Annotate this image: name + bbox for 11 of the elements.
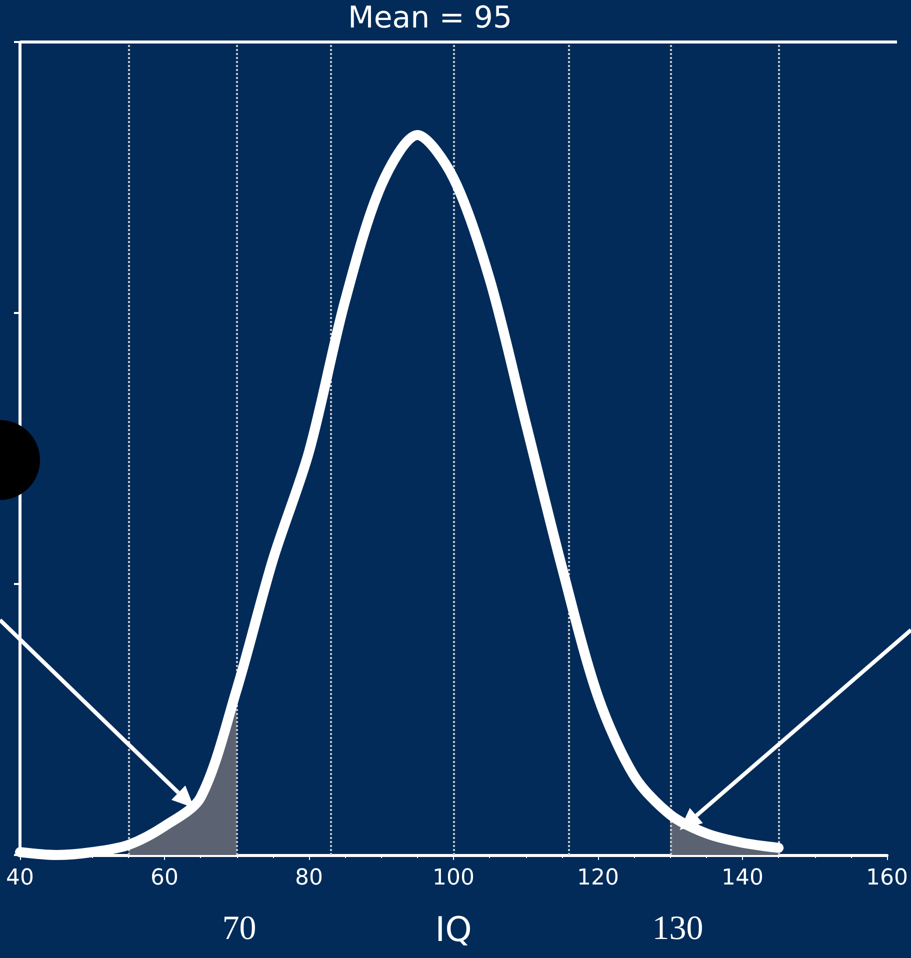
x-tick-label: 40 <box>6 866 34 890</box>
x-tick-label: 80 <box>295 866 323 890</box>
x-tick-label: 100 <box>432 866 474 890</box>
chart-title: Mean = 95 <box>348 0 512 36</box>
x-axis-title: IQ <box>435 910 472 950</box>
x-tick-label: 120 <box>577 866 620 890</box>
x-tick-label: 60 <box>150 866 178 890</box>
x-tick-label: 160 <box>866 866 908 890</box>
text: 70 <box>222 910 256 948</box>
x-tick-label: 140 <box>722 866 764 890</box>
text: 130 <box>652 910 704 948</box>
